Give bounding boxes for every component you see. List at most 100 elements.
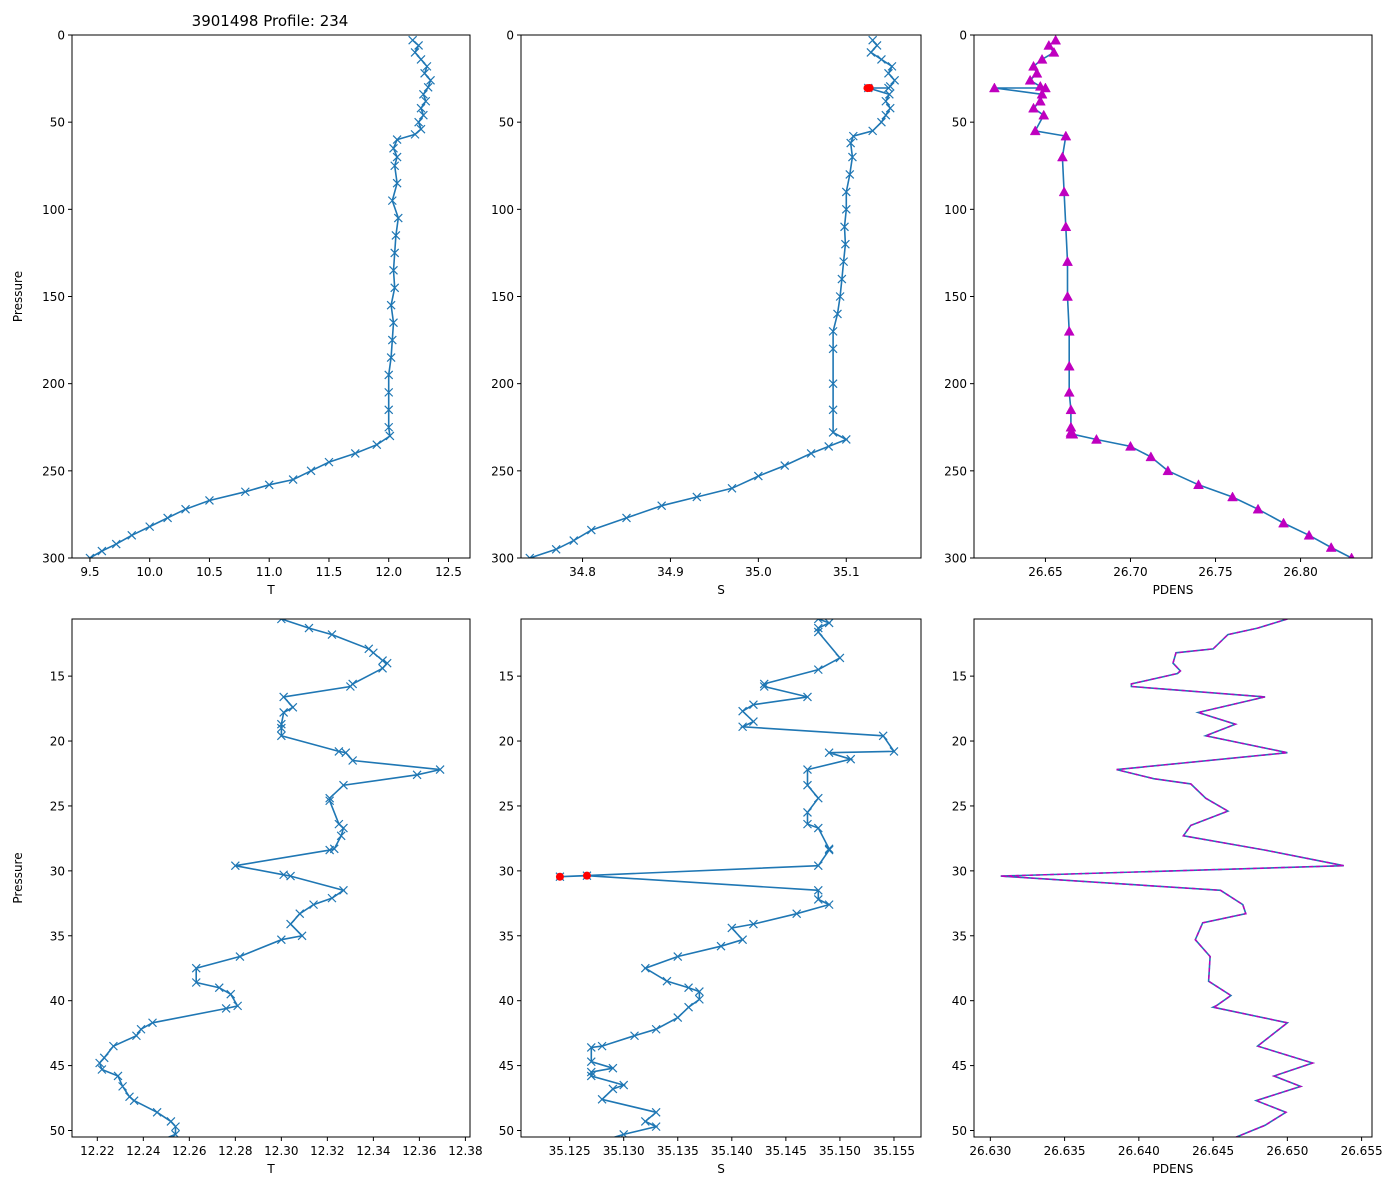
plot-area xyxy=(525,35,900,558)
data-point xyxy=(848,131,858,141)
y-tick-label: 30 xyxy=(952,864,967,878)
data-point xyxy=(325,793,335,803)
data-point xyxy=(586,525,596,535)
data-point xyxy=(1040,82,1051,93)
y-tick-label: 40 xyxy=(952,994,967,1008)
data-point xyxy=(129,1096,139,1106)
data-point xyxy=(286,871,295,881)
x-tick-label: 12.24 xyxy=(126,1144,160,1158)
data-point xyxy=(651,1024,661,1034)
data-point xyxy=(286,919,295,929)
data-point xyxy=(414,41,424,50)
data-point xyxy=(890,75,900,85)
data-point xyxy=(416,54,426,64)
data-point xyxy=(85,553,95,558)
series-line-overlay xyxy=(1000,619,1344,1137)
data-point xyxy=(171,1129,180,1137)
data-point xyxy=(279,692,289,702)
y-tick-label: 300 xyxy=(944,552,967,566)
data-point xyxy=(233,1001,243,1011)
x-tick-label: 35.135 xyxy=(657,1144,699,1158)
y-tick-label: 20 xyxy=(499,735,514,749)
y-axis-label: Pressure xyxy=(11,852,25,903)
data-point xyxy=(1060,221,1072,232)
data-point xyxy=(226,989,236,999)
y-tick-label: 150 xyxy=(944,290,967,304)
data-point xyxy=(341,748,351,758)
plot-area xyxy=(555,619,899,1137)
data-point xyxy=(803,819,812,829)
data-point xyxy=(279,708,289,717)
data-point xyxy=(619,1129,629,1137)
data-point xyxy=(1063,386,1075,397)
data-point xyxy=(759,682,769,691)
data-point xyxy=(841,187,851,197)
x-tick-label: 11.0 xyxy=(256,565,283,579)
x-tick-label: 34.9 xyxy=(657,565,684,579)
y-tick-label: 45 xyxy=(499,1059,514,1073)
data-point xyxy=(881,110,891,120)
data-point xyxy=(384,370,394,380)
y-tick-label: 45 xyxy=(50,1059,65,1073)
data-point xyxy=(276,731,286,741)
data-point xyxy=(1034,95,1046,106)
y-tick-label: 150 xyxy=(42,290,65,304)
data-point xyxy=(662,976,672,986)
data-point xyxy=(97,546,107,556)
y-tick-label: 50 xyxy=(50,116,65,130)
data-point xyxy=(1063,360,1075,371)
x-tick-label: 26.655 xyxy=(1341,1144,1383,1158)
x-tick-label: 26.650 xyxy=(1266,1144,1308,1158)
data-point xyxy=(835,292,845,301)
data-point xyxy=(824,900,834,910)
data-point xyxy=(1050,35,1062,45)
data-point xyxy=(803,780,812,790)
data-point xyxy=(803,808,812,817)
data-point xyxy=(877,54,886,64)
data-point xyxy=(235,952,245,961)
data-point xyxy=(828,344,838,354)
x-tick-label: 12.38 xyxy=(448,1144,482,1158)
data-point xyxy=(630,1031,639,1041)
data-point xyxy=(1048,46,1060,57)
data-point xyxy=(327,893,337,903)
data-point xyxy=(279,870,289,880)
x-tick-label: 11.5 xyxy=(316,565,343,579)
data-point xyxy=(749,919,758,929)
data-point xyxy=(753,471,763,481)
data-point xyxy=(1036,53,1048,64)
data-point xyxy=(597,1041,607,1051)
data-point xyxy=(1024,74,1036,85)
x-tick-label: 35.150 xyxy=(819,1144,861,1158)
data-point xyxy=(828,379,838,389)
data-point xyxy=(1057,151,1068,162)
data-point xyxy=(1065,404,1077,415)
data-point xyxy=(1036,88,1048,99)
data-point xyxy=(866,48,876,57)
data-point xyxy=(205,496,214,505)
data-point xyxy=(324,457,334,467)
x-tick-label: 35.125 xyxy=(549,1144,591,1158)
data-point xyxy=(276,619,286,624)
data-point xyxy=(619,1080,629,1090)
data-point xyxy=(390,161,400,171)
data-point xyxy=(738,722,748,732)
data-point xyxy=(1125,440,1136,451)
data-point xyxy=(841,435,851,444)
data-point xyxy=(348,756,358,765)
data-point xyxy=(525,553,535,558)
data-point xyxy=(325,845,335,855)
data-point xyxy=(421,96,431,106)
data-point xyxy=(640,963,650,973)
y-tick-label: 50 xyxy=(499,116,514,130)
data-point xyxy=(727,923,737,933)
data-point xyxy=(828,405,838,415)
data-point xyxy=(640,1116,650,1126)
data-point xyxy=(422,61,432,71)
y-tick-label: 50 xyxy=(499,1124,514,1138)
x-tick-label: 10.5 xyxy=(196,565,223,579)
data-point xyxy=(813,665,823,675)
data-point xyxy=(1058,186,1070,197)
x-axis-label: PDENS xyxy=(1153,583,1194,597)
